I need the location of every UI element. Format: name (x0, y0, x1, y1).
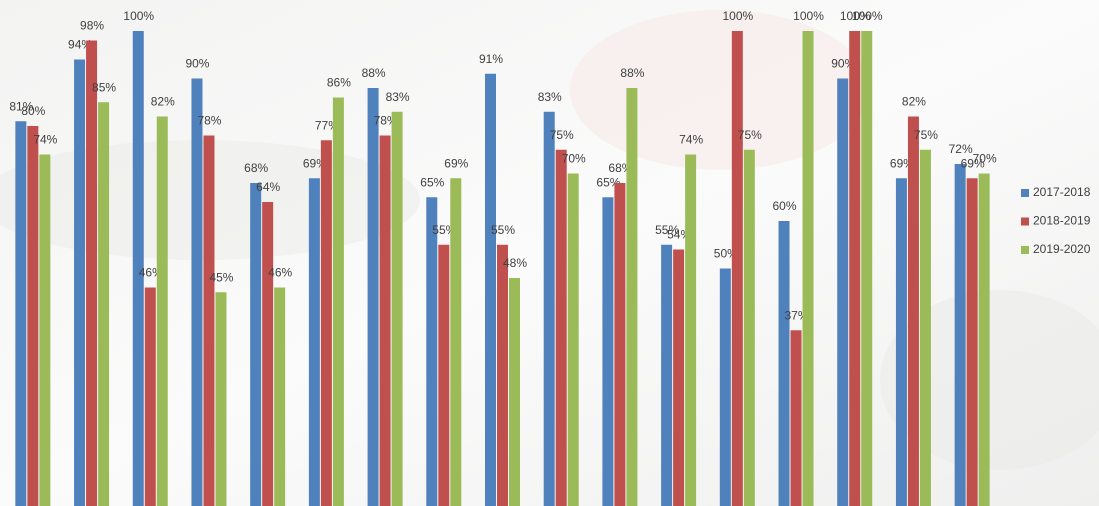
legend-label: 2017-2018 (1033, 185, 1091, 199)
data-label: 74% (679, 133, 703, 147)
data-label: 65% (420, 175, 444, 189)
bar (966, 178, 978, 506)
bar (250, 183, 262, 506)
bar (567, 173, 579, 506)
data-label: 69% (444, 156, 468, 170)
bar (895, 178, 907, 506)
bar (379, 135, 391, 506)
bar (426, 197, 438, 506)
bar (802, 31, 814, 506)
bar (156, 116, 168, 506)
bar (626, 88, 638, 506)
data-label: 88% (362, 66, 386, 80)
data-label: 68% (244, 161, 268, 175)
bar (685, 154, 697, 506)
bar (743, 149, 755, 506)
bar (39, 154, 51, 506)
bar (861, 31, 873, 506)
data-label: 78% (197, 114, 221, 128)
bar (919, 149, 931, 506)
data-label: 74% (33, 133, 57, 147)
bar (907, 116, 919, 506)
data-label: 75% (914, 128, 938, 142)
data-label: 72% (949, 142, 973, 156)
data-label: 75% (550, 128, 574, 142)
bar (191, 78, 203, 506)
data-label: 98% (80, 19, 104, 33)
bar (15, 121, 27, 506)
data-label: 82% (902, 95, 926, 109)
data-label: 100% (722, 9, 753, 23)
bar (719, 268, 731, 506)
bar (790, 330, 802, 506)
legend-label: 2019-2020 (1033, 242, 1091, 256)
bar (203, 135, 215, 506)
bar (132, 31, 144, 506)
data-label: 70% (973, 152, 997, 166)
data-label: 91% (479, 52, 503, 66)
bar (778, 221, 790, 506)
bar (367, 88, 379, 506)
data-label: 60% (773, 199, 797, 213)
bar (978, 173, 990, 506)
bar (86, 40, 98, 506)
legend-label: 2018-2019 (1033, 214, 1091, 228)
bar (438, 244, 450, 506)
data-label: 83% (386, 90, 410, 104)
data-label: 64% (256, 180, 280, 194)
bar (144, 287, 156, 506)
data-label: 81% (9, 99, 33, 113)
data-label: 85% (92, 80, 116, 94)
background-photo (570, 10, 870, 170)
data-label: 88% (620, 66, 644, 80)
bar (555, 149, 567, 506)
bar (661, 244, 673, 506)
bar (308, 178, 320, 506)
legend-swatch (1021, 189, 1029, 197)
bar (262, 202, 274, 506)
data-label: 70% (562, 152, 586, 166)
bar (450, 178, 462, 506)
bar (27, 126, 39, 506)
data-label: 55% (491, 223, 515, 237)
data-label: 100% (793, 9, 824, 23)
data-label: 48% (503, 256, 527, 270)
bar (274, 287, 286, 506)
bar (391, 111, 403, 506)
bar (614, 183, 626, 506)
bar (98, 102, 110, 506)
data-label: 100% (852, 9, 883, 23)
data-label: 82% (151, 95, 175, 109)
bar (849, 31, 861, 506)
data-label: 100% (840, 9, 871, 23)
bar (485, 73, 496, 506)
bar (497, 244, 508, 506)
data-label: 100% (123, 9, 154, 23)
bar (543, 111, 555, 506)
bar (332, 97, 344, 506)
bar (215, 292, 227, 506)
bar (320, 140, 332, 506)
legend-swatch (1021, 246, 1029, 254)
data-label: 80% (21, 104, 45, 118)
data-label: 75% (738, 128, 762, 142)
data-label: 86% (327, 76, 351, 90)
data-label: 46% (268, 266, 292, 280)
bar (602, 197, 614, 506)
bar (74, 59, 86, 506)
data-label: 69% (961, 156, 985, 170)
data-label: 83% (538, 90, 562, 104)
bar (509, 278, 520, 506)
data-label: 90% (185, 57, 209, 71)
bar (731, 31, 743, 506)
legend-swatch (1021, 217, 1029, 226)
bar (673, 249, 685, 506)
data-label: 55% (655, 223, 679, 237)
bar (954, 164, 966, 506)
bar (837, 78, 849, 506)
data-label: 45% (209, 270, 233, 284)
